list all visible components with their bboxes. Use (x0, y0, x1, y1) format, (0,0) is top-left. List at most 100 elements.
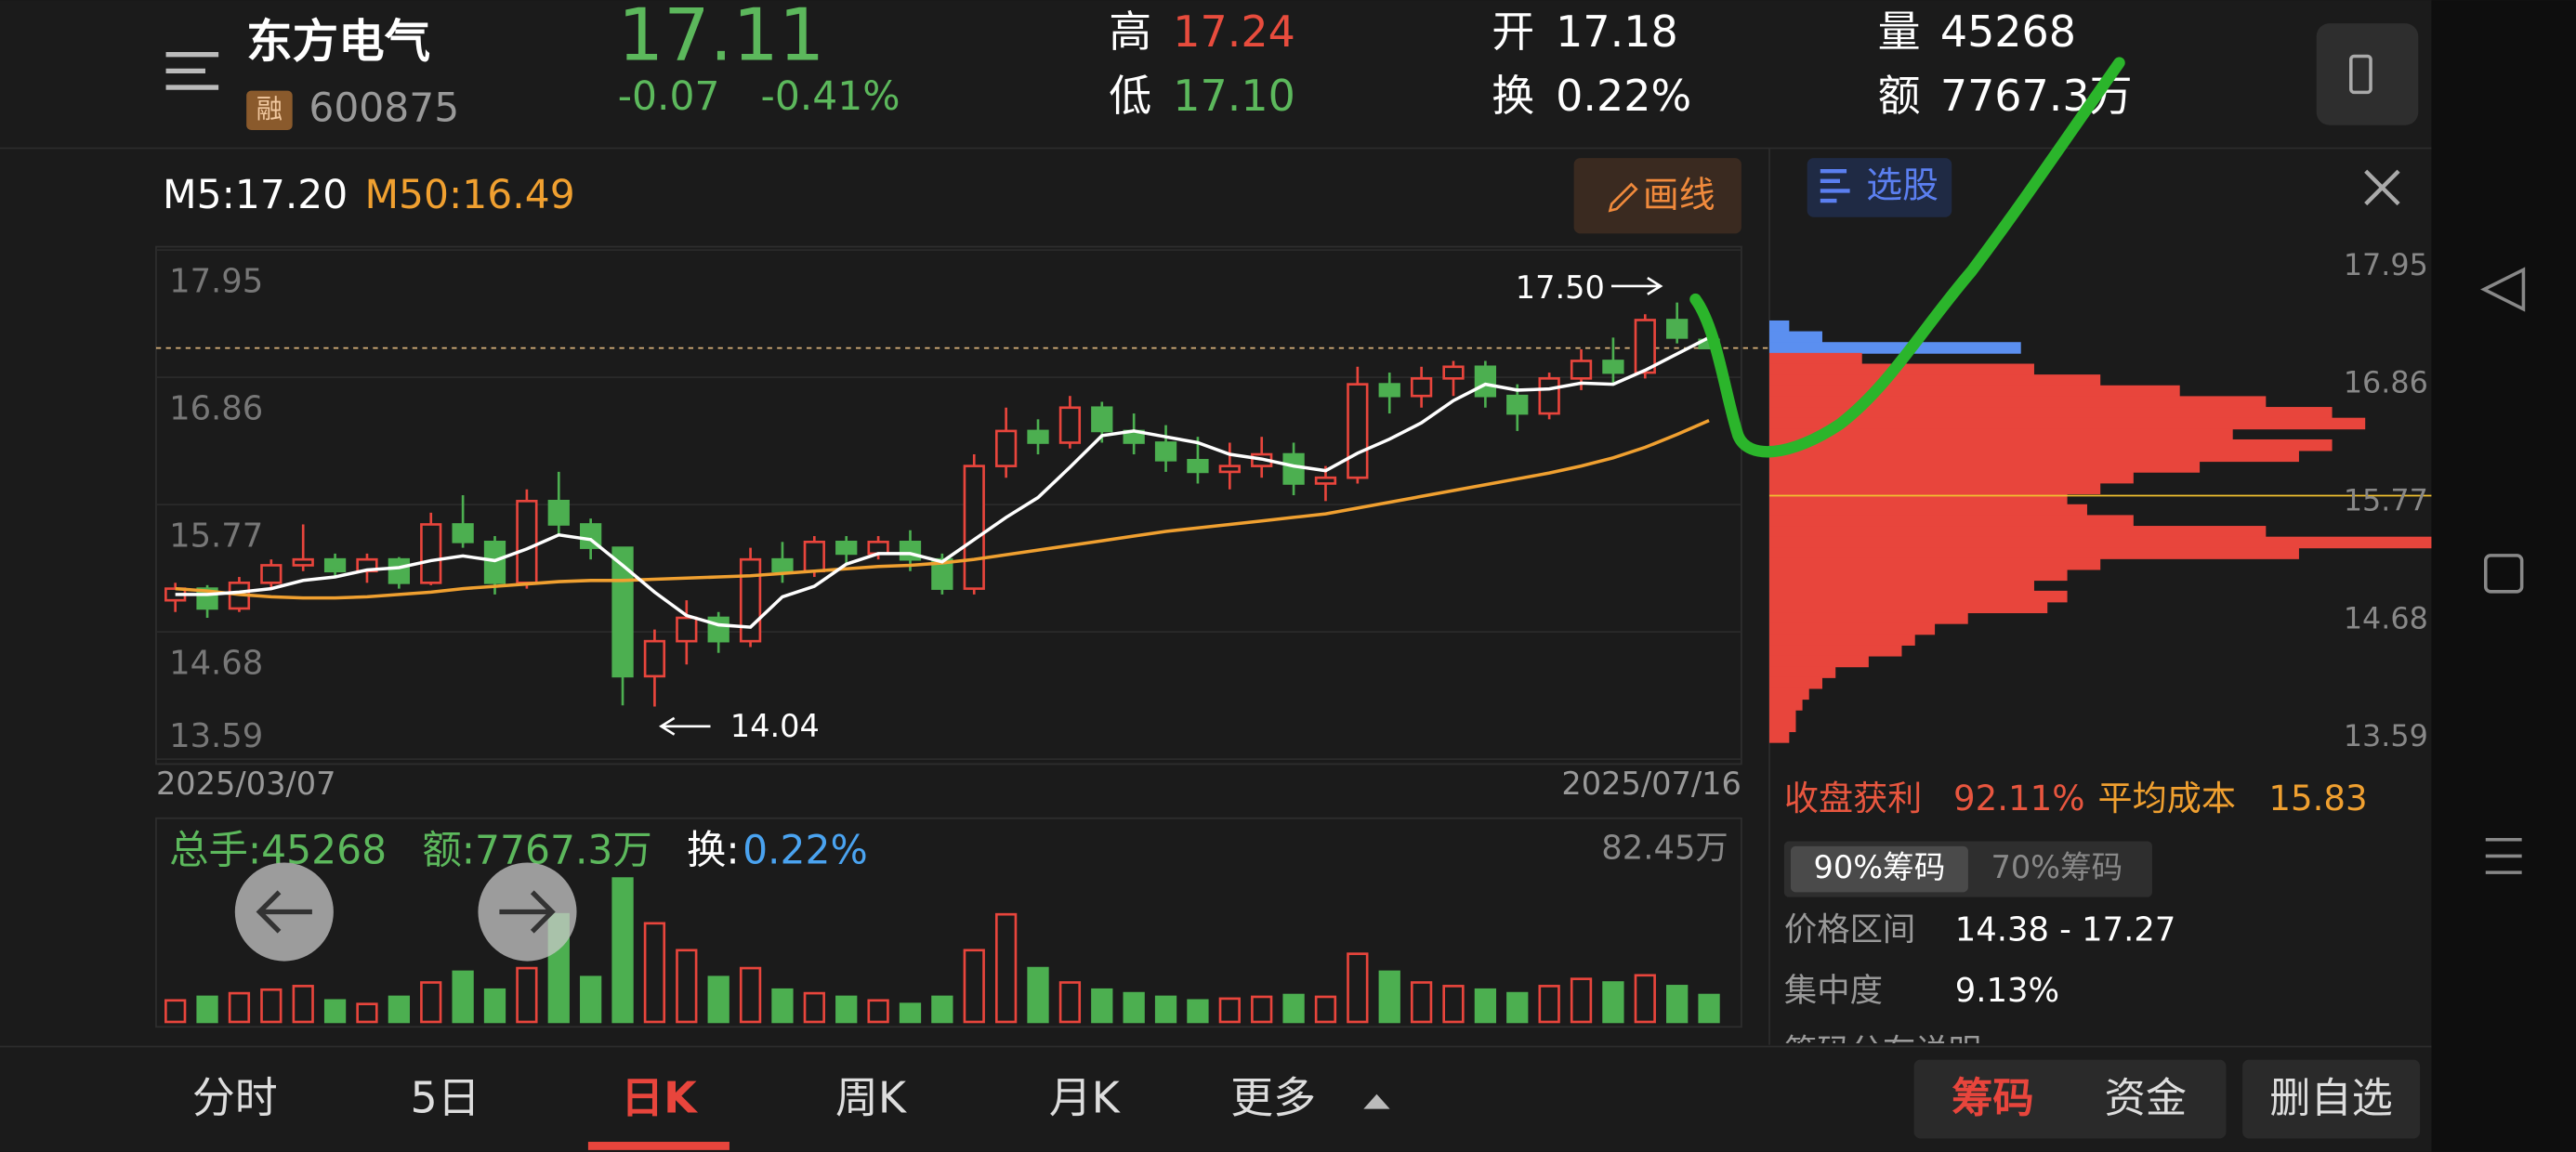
close-button[interactable] (2364, 169, 2400, 206)
chip-y-tick-label: 15.77 (2344, 482, 2428, 517)
volume-bar (420, 981, 442, 1024)
value: 17.18 (1556, 7, 1678, 57)
device-icon (2349, 54, 2372, 95)
value: 45268 (1940, 7, 2076, 57)
chip-bar (1768, 504, 2087, 517)
chip-bar (1768, 450, 2299, 463)
tab[interactable]: 分时 (192, 1072, 278, 1122)
tab[interactable]: 周K (835, 1072, 908, 1122)
volume-bar (1058, 981, 1082, 1024)
home-icon[interactable] (2484, 554, 2524, 594)
chip-bar (1768, 363, 2034, 376)
chip-y-tick-label: 14.68 (2344, 600, 2428, 635)
candle-body (1474, 365, 1497, 398)
chip-bar (1768, 374, 2101, 386)
chip-bar (1768, 417, 2366, 430)
help-link[interactable]: 筹码分布说明 (1784, 1033, 1981, 1071)
candle-body (516, 500, 538, 584)
volume-bar (1442, 985, 1465, 1024)
candle-body (260, 564, 283, 584)
tab[interactable]: 5日 (410, 1072, 480, 1122)
tag-badge (246, 90, 293, 131)
value: 15.83 (2268, 779, 2367, 818)
chip-bar (1768, 569, 2068, 582)
volume-bar (1187, 999, 1209, 1024)
volume-bar (164, 999, 187, 1024)
volume-bar (1154, 995, 1177, 1024)
volume-bar (1666, 985, 1689, 1024)
label: 开 (1492, 7, 1534, 57)
chip-bar (1768, 645, 1902, 657)
chip-bar (1768, 709, 1796, 722)
chip-tab[interactable]: 90%筹码 (1814, 849, 1946, 885)
chip-bar (1768, 699, 1803, 711)
candle-body (643, 639, 666, 678)
volume-bar (771, 988, 794, 1024)
chip-bar (1768, 526, 2267, 538)
candle-body (835, 540, 858, 556)
volume-bar (1251, 995, 1273, 1024)
volume-bar (1474, 988, 1497, 1024)
volume-bar (1347, 952, 1369, 1024)
tab[interactable]: 月K (1049, 1072, 1122, 1122)
chip-bar (1768, 352, 1862, 365)
volume-bar (292, 985, 314, 1024)
chip-bar (1768, 515, 2134, 527)
volume-bar (611, 877, 634, 1024)
button[interactable]: 资金 (2105, 1075, 2187, 1122)
chip-bar (1768, 557, 2101, 570)
button-group (2242, 1059, 2421, 1139)
draw-button[interactable] (1573, 158, 1741, 234)
button[interactable]: 筹码 (1952, 1075, 2033, 1122)
chip-y-tick-label: 16.86 (2344, 365, 2428, 400)
volume-bar (1538, 985, 1560, 1024)
high-arrow (1610, 277, 1663, 295)
candle-body (1634, 319, 1656, 374)
volume-bar (323, 999, 347, 1024)
chip-bar (1768, 634, 1915, 646)
chip-bar (1768, 385, 2180, 398)
value: 17.10 (1173, 71, 1295, 121)
candle-body (1154, 441, 1177, 462)
price: 17.11 (618, 0, 825, 77)
y-tick-label: 16.86 (169, 389, 263, 427)
chip-bar (1768, 428, 2233, 440)
chip-bar (1768, 590, 2068, 603)
tab[interactable]: 更多 (1230, 1072, 1316, 1122)
volume-bar (1698, 993, 1720, 1024)
volume-max-label: 82.45万 (1601, 829, 1728, 867)
value: 0.22% (1556, 71, 1691, 121)
value: 92.11% (1953, 779, 2085, 818)
volume-bar (963, 949, 985, 1024)
tab-active[interactable]: 日K (621, 1072, 698, 1122)
hand-drawing (1689, 57, 2125, 458)
candle-body (1187, 459, 1209, 474)
candle-body (1218, 465, 1241, 474)
candle-body (1091, 406, 1113, 433)
menu-icon[interactable] (2485, 837, 2522, 874)
arrow-icon (499, 890, 556, 934)
volume-frame (155, 817, 1742, 1028)
volume-bar (1602, 981, 1624, 1024)
candle-body (1282, 452, 1305, 485)
candle-body (803, 540, 825, 573)
chip-bar (1768, 331, 1822, 344)
candle-body (931, 557, 953, 590)
device-button[interactable] (2316, 23, 2419, 125)
value: 17.24 (1173, 7, 1295, 57)
volume-bar (356, 1002, 378, 1024)
button[interactable]: 删自选 (2269, 1075, 2393, 1122)
label: 换 (1492, 71, 1534, 121)
screener-label: 选股 (1866, 164, 1939, 206)
menu-button[interactable] (165, 52, 219, 90)
back-icon[interactable] (2480, 267, 2526, 312)
ma5-line (175, 335, 1710, 629)
chip-tab-active[interactable] (1790, 845, 1968, 893)
y-tick-label: 13.59 (169, 717, 263, 755)
candle-body (452, 523, 474, 543)
screener-icon (1820, 169, 1850, 203)
candle-body (323, 557, 347, 573)
chip-tab[interactable]: 70%筹码 (1991, 849, 2123, 885)
chip-y-tick-label: 13.59 (2344, 718, 2428, 753)
